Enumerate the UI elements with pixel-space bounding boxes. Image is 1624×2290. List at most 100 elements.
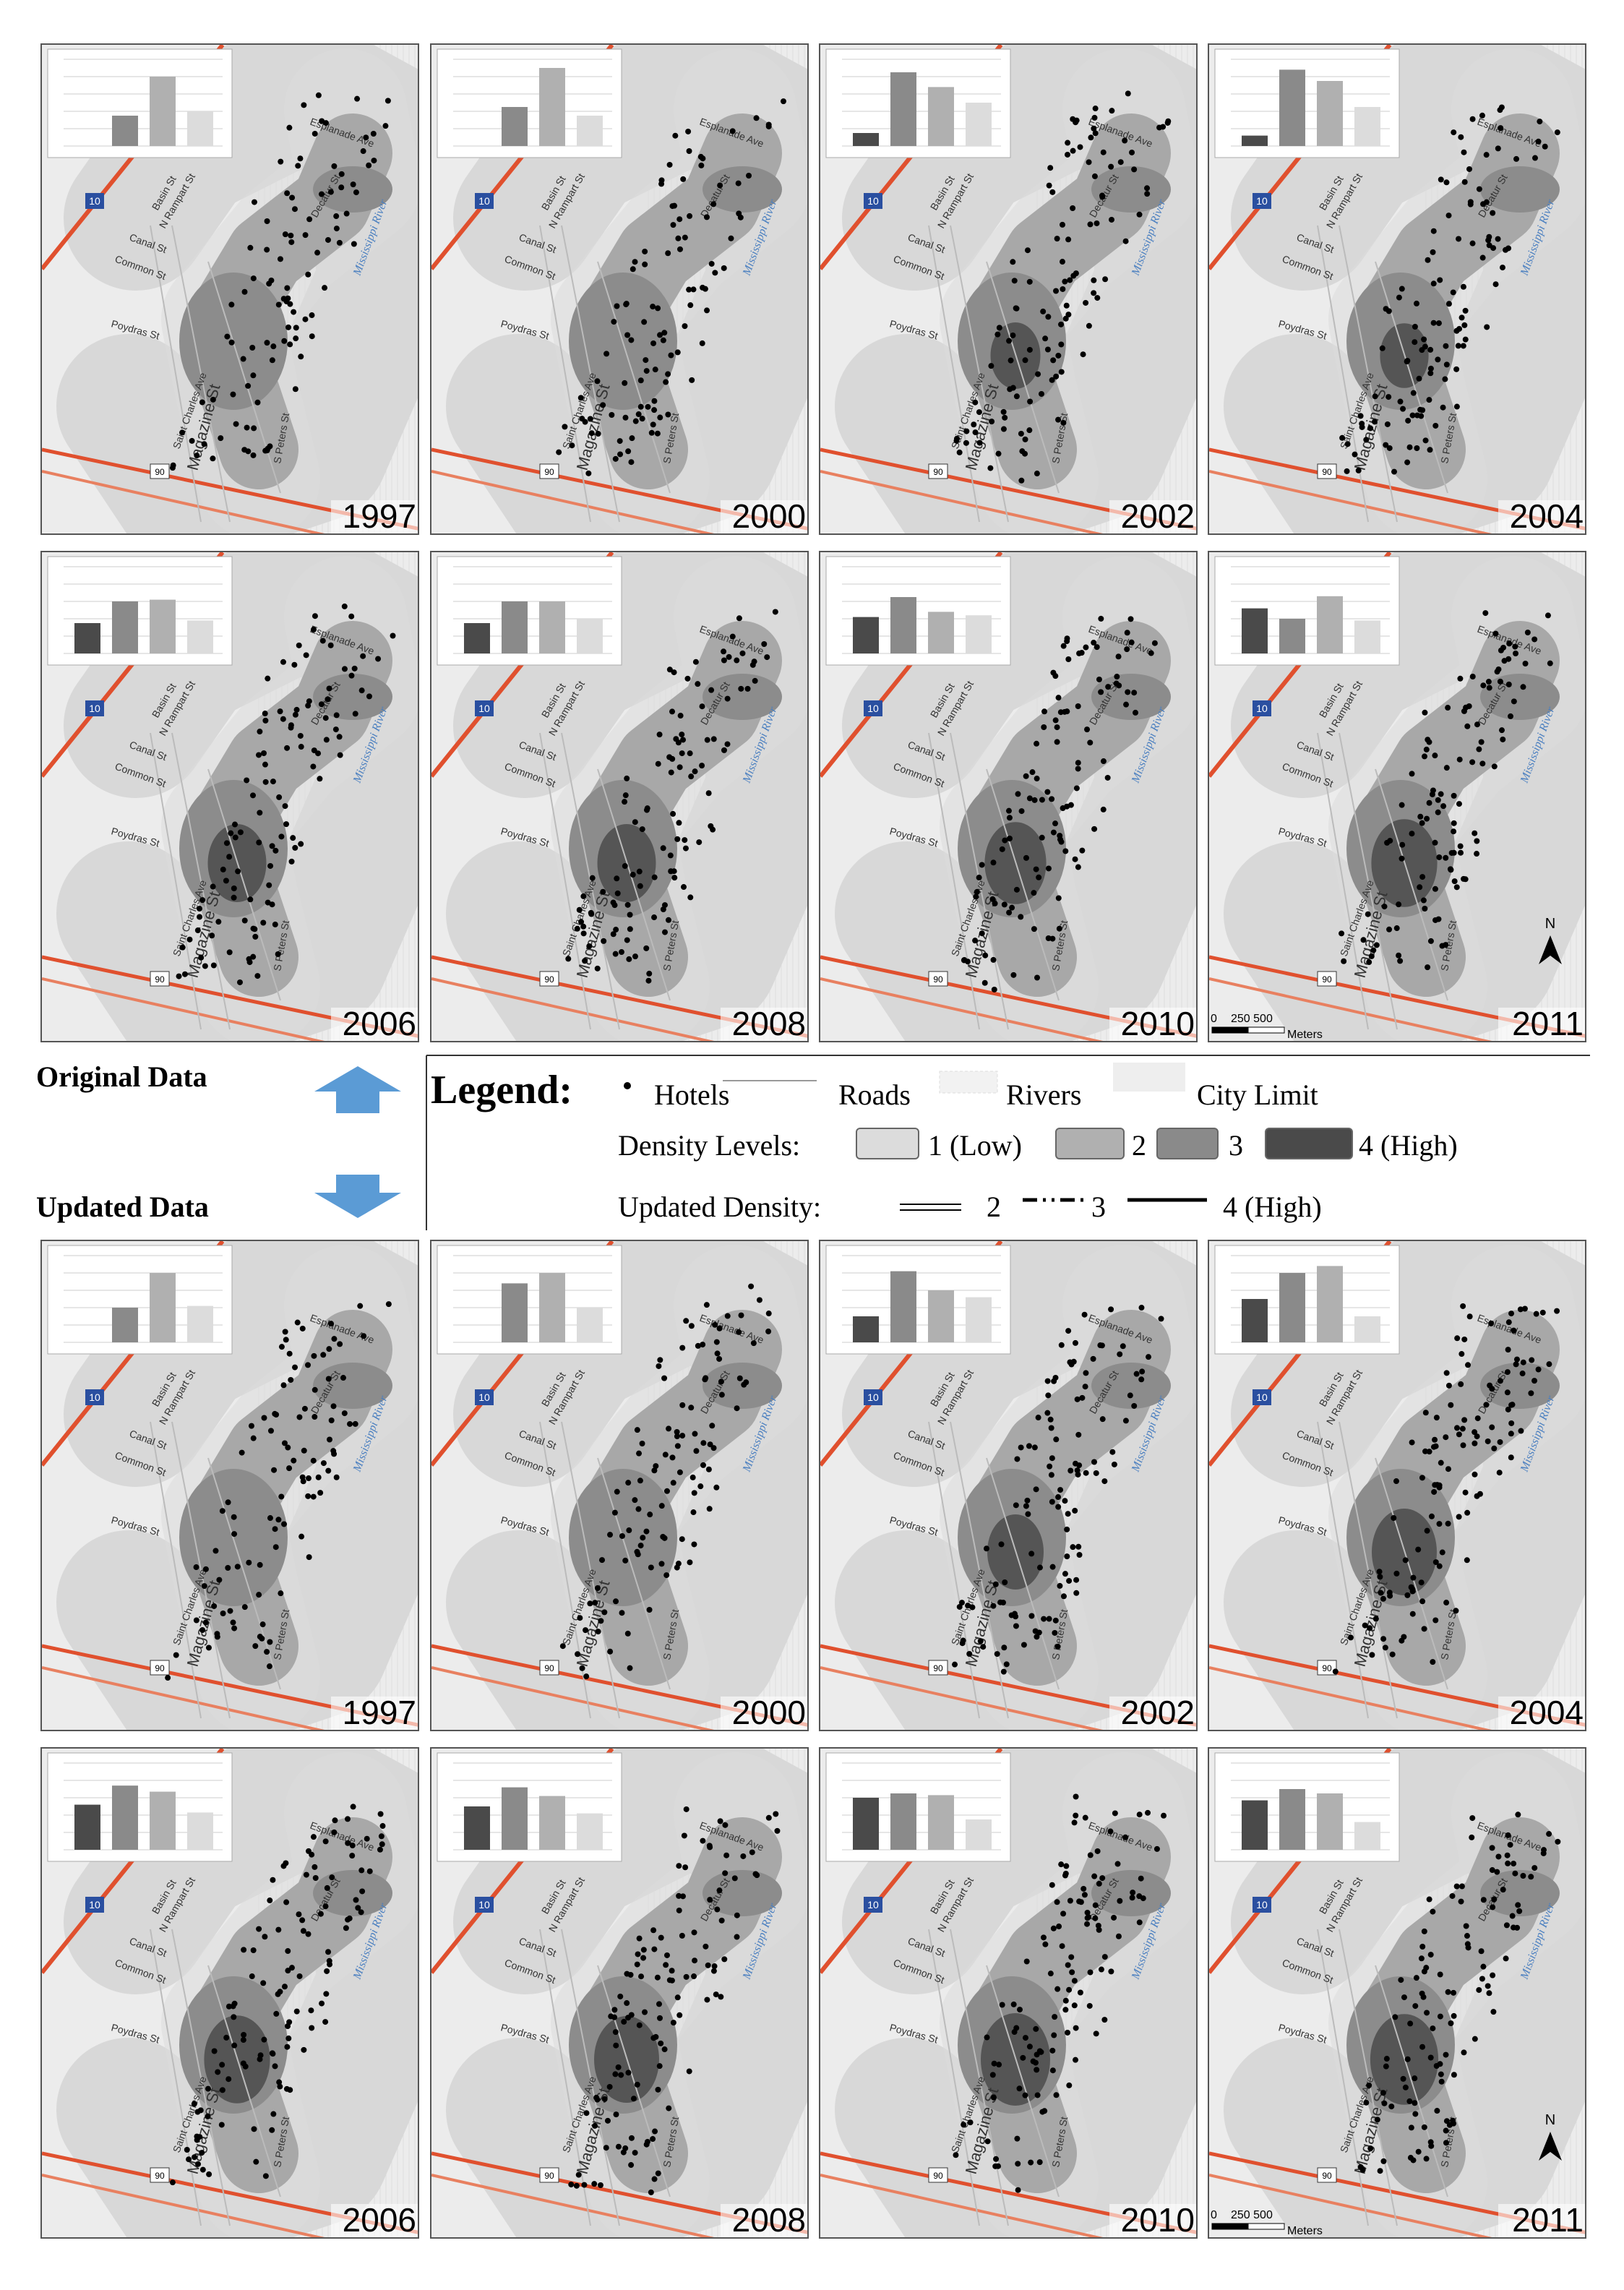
hotel [1042,1941,1049,1947]
street [1339,1929,1398,2226]
density-3 [703,1870,782,1916]
hotel [682,837,688,844]
hotel [722,1822,729,1828]
hotel [1472,830,1478,836]
street [928,225,980,523]
hotel [704,1997,710,2003]
hotel [1100,758,1107,765]
street [1375,261,1448,494]
hotel [331,1829,338,1835]
street [171,1421,231,1719]
hotel [1073,785,1080,792]
hotel [647,1511,653,1518]
hotel [1416,375,1422,382]
hotel [1457,843,1464,849]
hotel [621,2018,627,2025]
street [561,1929,620,2226]
hotel [1369,1652,1375,1658]
hotel [1478,739,1485,745]
hotel [1006,815,1013,821]
hotel [1409,1588,1416,1595]
hotel [1504,1369,1511,1376]
hotel [1094,644,1100,651]
hotel [654,1974,661,1981]
hotel [1422,1410,1429,1416]
hotel [202,963,208,969]
hotel [1111,1914,1117,1921]
hotel [1066,1577,1073,1584]
hotel [1505,1832,1511,1838]
hotel [650,2035,657,2041]
hotel [1372,393,1378,400]
hotel [556,449,562,455]
hotel [218,435,224,442]
hotel [972,399,979,406]
hotel [670,222,676,228]
hotel [704,307,710,314]
hotel [1518,1428,1524,1434]
hotel [1464,1509,1471,1516]
map-panel: 10 90 Esplanade Ave Basin St N Rampart St Can… [819,1240,1198,1731]
hotel [1407,2020,1414,2027]
density-swatch [856,1128,919,1159]
hotel [216,1577,223,1583]
hotel [251,425,257,432]
hotel [748,1283,755,1290]
hotel [689,377,695,383]
hotel [636,868,643,875]
hotel [655,760,661,767]
hotel [1531,1378,1538,1384]
street [597,1965,671,2197]
hotel [682,845,689,852]
updated-3-label: 3 [1091,1191,1106,1223]
hotel [699,340,705,346]
hotel [651,914,658,921]
hotel [1091,1873,1098,1879]
density-levels-label: Density Levels: [618,1129,801,1162]
hotel [580,923,587,930]
hotel [285,324,292,330]
hotel [1491,1896,1498,1903]
hotel [1018,808,1025,815]
hotel [1125,90,1131,97]
hotel [1451,129,1457,136]
hotel [1100,149,1107,155]
hotel [650,304,656,310]
hotel [1073,1577,1080,1583]
hotel [671,875,678,881]
hotel [1370,947,1377,953]
hotel [658,1934,664,1941]
hotel [1022,2092,1028,2098]
hotel [310,626,317,632]
highway [820,1666,1104,1730]
hotel [655,2086,661,2093]
year-label: 2002 [1121,1694,1195,1731]
hotel [1070,147,1076,154]
street [150,1929,202,2226]
hotel [261,2036,267,2043]
hotel [1461,2049,1467,2056]
street [561,225,620,523]
hotel [583,1627,589,1634]
highway [42,1666,325,1730]
hotel [1008,357,1014,364]
year-label: 2004 [1510,1694,1584,1731]
hotel [592,1600,598,1606]
hotel [721,657,727,664]
hotel [320,1460,327,1467]
hotel [765,121,772,128]
hotel [343,1925,349,1931]
hotel [371,158,377,164]
hotel [1455,343,1461,349]
hotel [1506,640,1513,647]
hotel [1096,1926,1102,1933]
hotel [651,407,658,413]
hotel [1474,838,1480,844]
hotel [1006,909,1013,916]
hotel [630,2096,637,2102]
hotel [245,382,252,389]
hotel [1437,2013,1443,2020]
hotel [1015,2161,1021,2167]
hotel [1067,1359,1073,1365]
hotel [1399,286,1405,292]
